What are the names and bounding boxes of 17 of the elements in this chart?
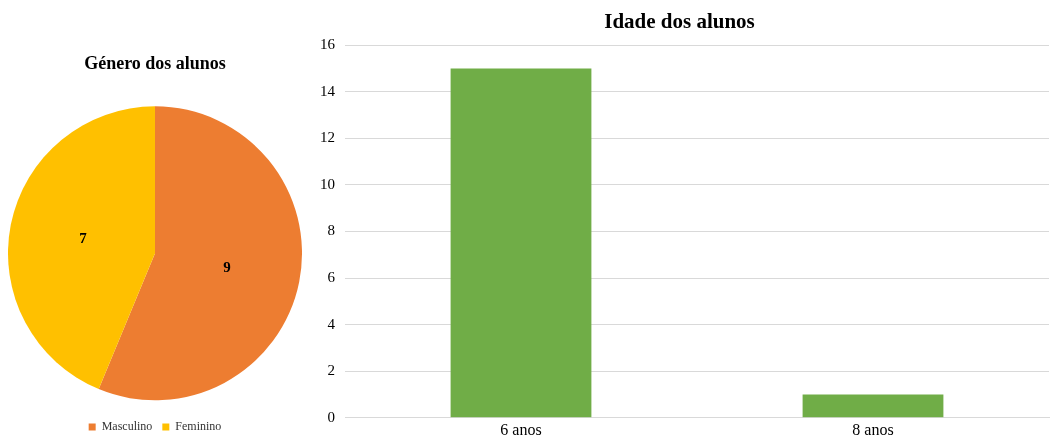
y-tick-label: 0	[327, 408, 335, 425]
y-tick-label: 6	[327, 269, 336, 286]
x-tick-label: 8 anos	[852, 420, 894, 438]
y-tick-label: 10	[320, 175, 335, 192]
data-label: 9	[223, 258, 231, 275]
data-label: 7	[79, 229, 88, 246]
y-tick-label: 2	[327, 362, 335, 379]
y-tick-label: 8	[327, 222, 335, 239]
x-tick-label: 6 anos	[500, 420, 542, 438]
chart-title: Género dos alunos	[84, 53, 226, 74]
y-tick-label: 16	[320, 36, 336, 53]
legend-label: Masculino	[101, 419, 153, 434]
chart-title: Idade dos alunos	[604, 9, 755, 34]
y-tick-label: 14	[320, 82, 336, 99]
legend-label: Feminino	[175, 419, 222, 434]
y-tick-label: 4	[327, 315, 336, 332]
y-tick-label: 12	[320, 129, 335, 146]
